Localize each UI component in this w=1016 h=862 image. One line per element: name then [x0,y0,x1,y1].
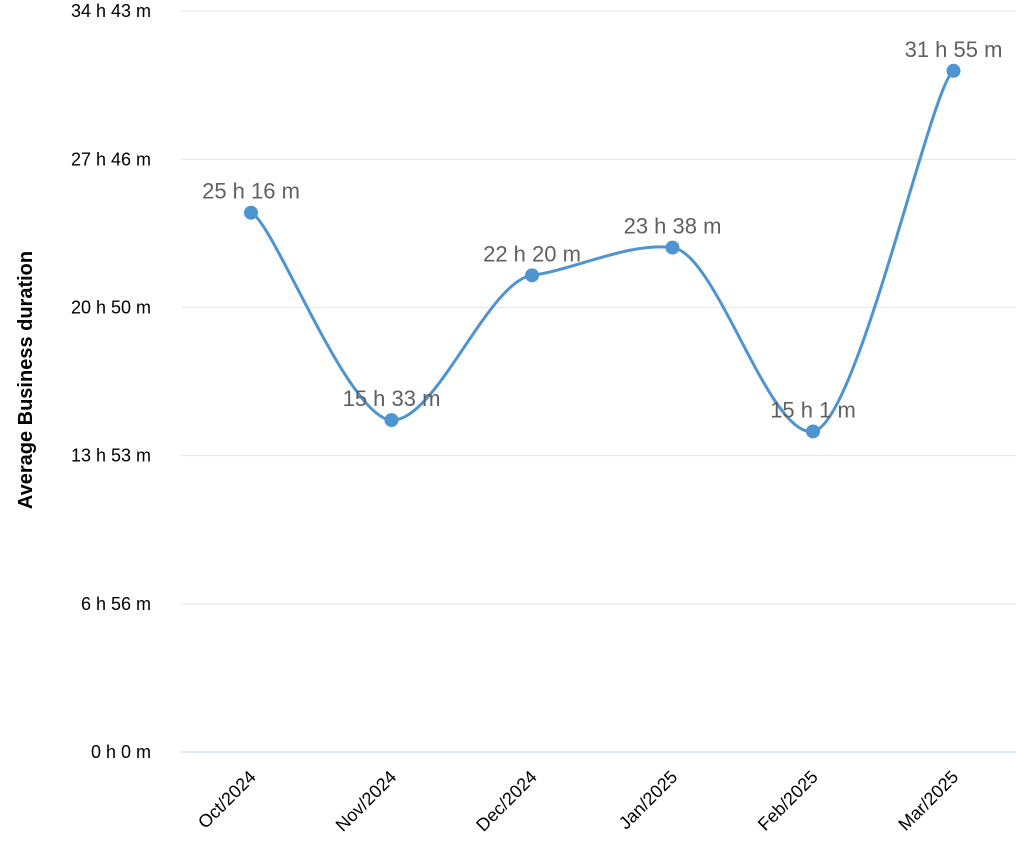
data-point[interactable] [384,413,399,428]
x-axis-ticks: Oct/2024 Nov/2024 Dec/2024 Jan/2025 Feb/2025… [194,767,962,836]
y-axis-ticks: 0 h 0 m 6 h 56 m 13 h 53 m 20 h 50 m 27 h 46… [71,1,151,762]
data-label: 31 h 55 m [905,37,1003,62]
y-tick-label: 0 h 0 m [91,742,151,762]
x-tick-label: Oct/2024 [194,767,260,833]
series-layer [244,63,961,439]
data-point[interactable] [525,268,539,283]
x-tick-label: Feb/2025 [754,767,822,835]
y-tick-label: 6 h 56 m [81,594,151,614]
data-label: 15 h 33 m [343,386,441,411]
data-point[interactable] [946,63,961,78]
data-label: 22 h 20 m [483,241,581,266]
x-tick-label: Dec/2024 [472,767,541,836]
data-label: 15 h 1 m [770,397,856,422]
x-tick-label: Mar/2025 [894,767,962,835]
y-tick-label: 20 h 50 m [71,297,151,317]
x-tick-label: Nov/2024 [332,767,401,836]
data-label: 23 h 38 m [624,214,722,239]
y-axis-title: Average Business duration [15,251,37,509]
data-point[interactable] [806,424,820,439]
data-point[interactable] [244,205,258,220]
y-tick-label: 13 h 53 m [71,446,151,466]
grid-layer [181,10,1016,753]
x-tick-label: Jan/2025 [615,767,682,834]
y-tick-label: 27 h 46 m [71,149,151,169]
data-label: 25 h 16 m [202,179,300,204]
y-tick-label: 34 h 43 m [71,1,151,21]
data-point[interactable] [665,240,680,255]
data-label-layer: 25 h 16 m 15 h 33 m 22 h 20 m 23 h 38 m 15 h… [202,37,1002,423]
series-line [249,69,955,433]
